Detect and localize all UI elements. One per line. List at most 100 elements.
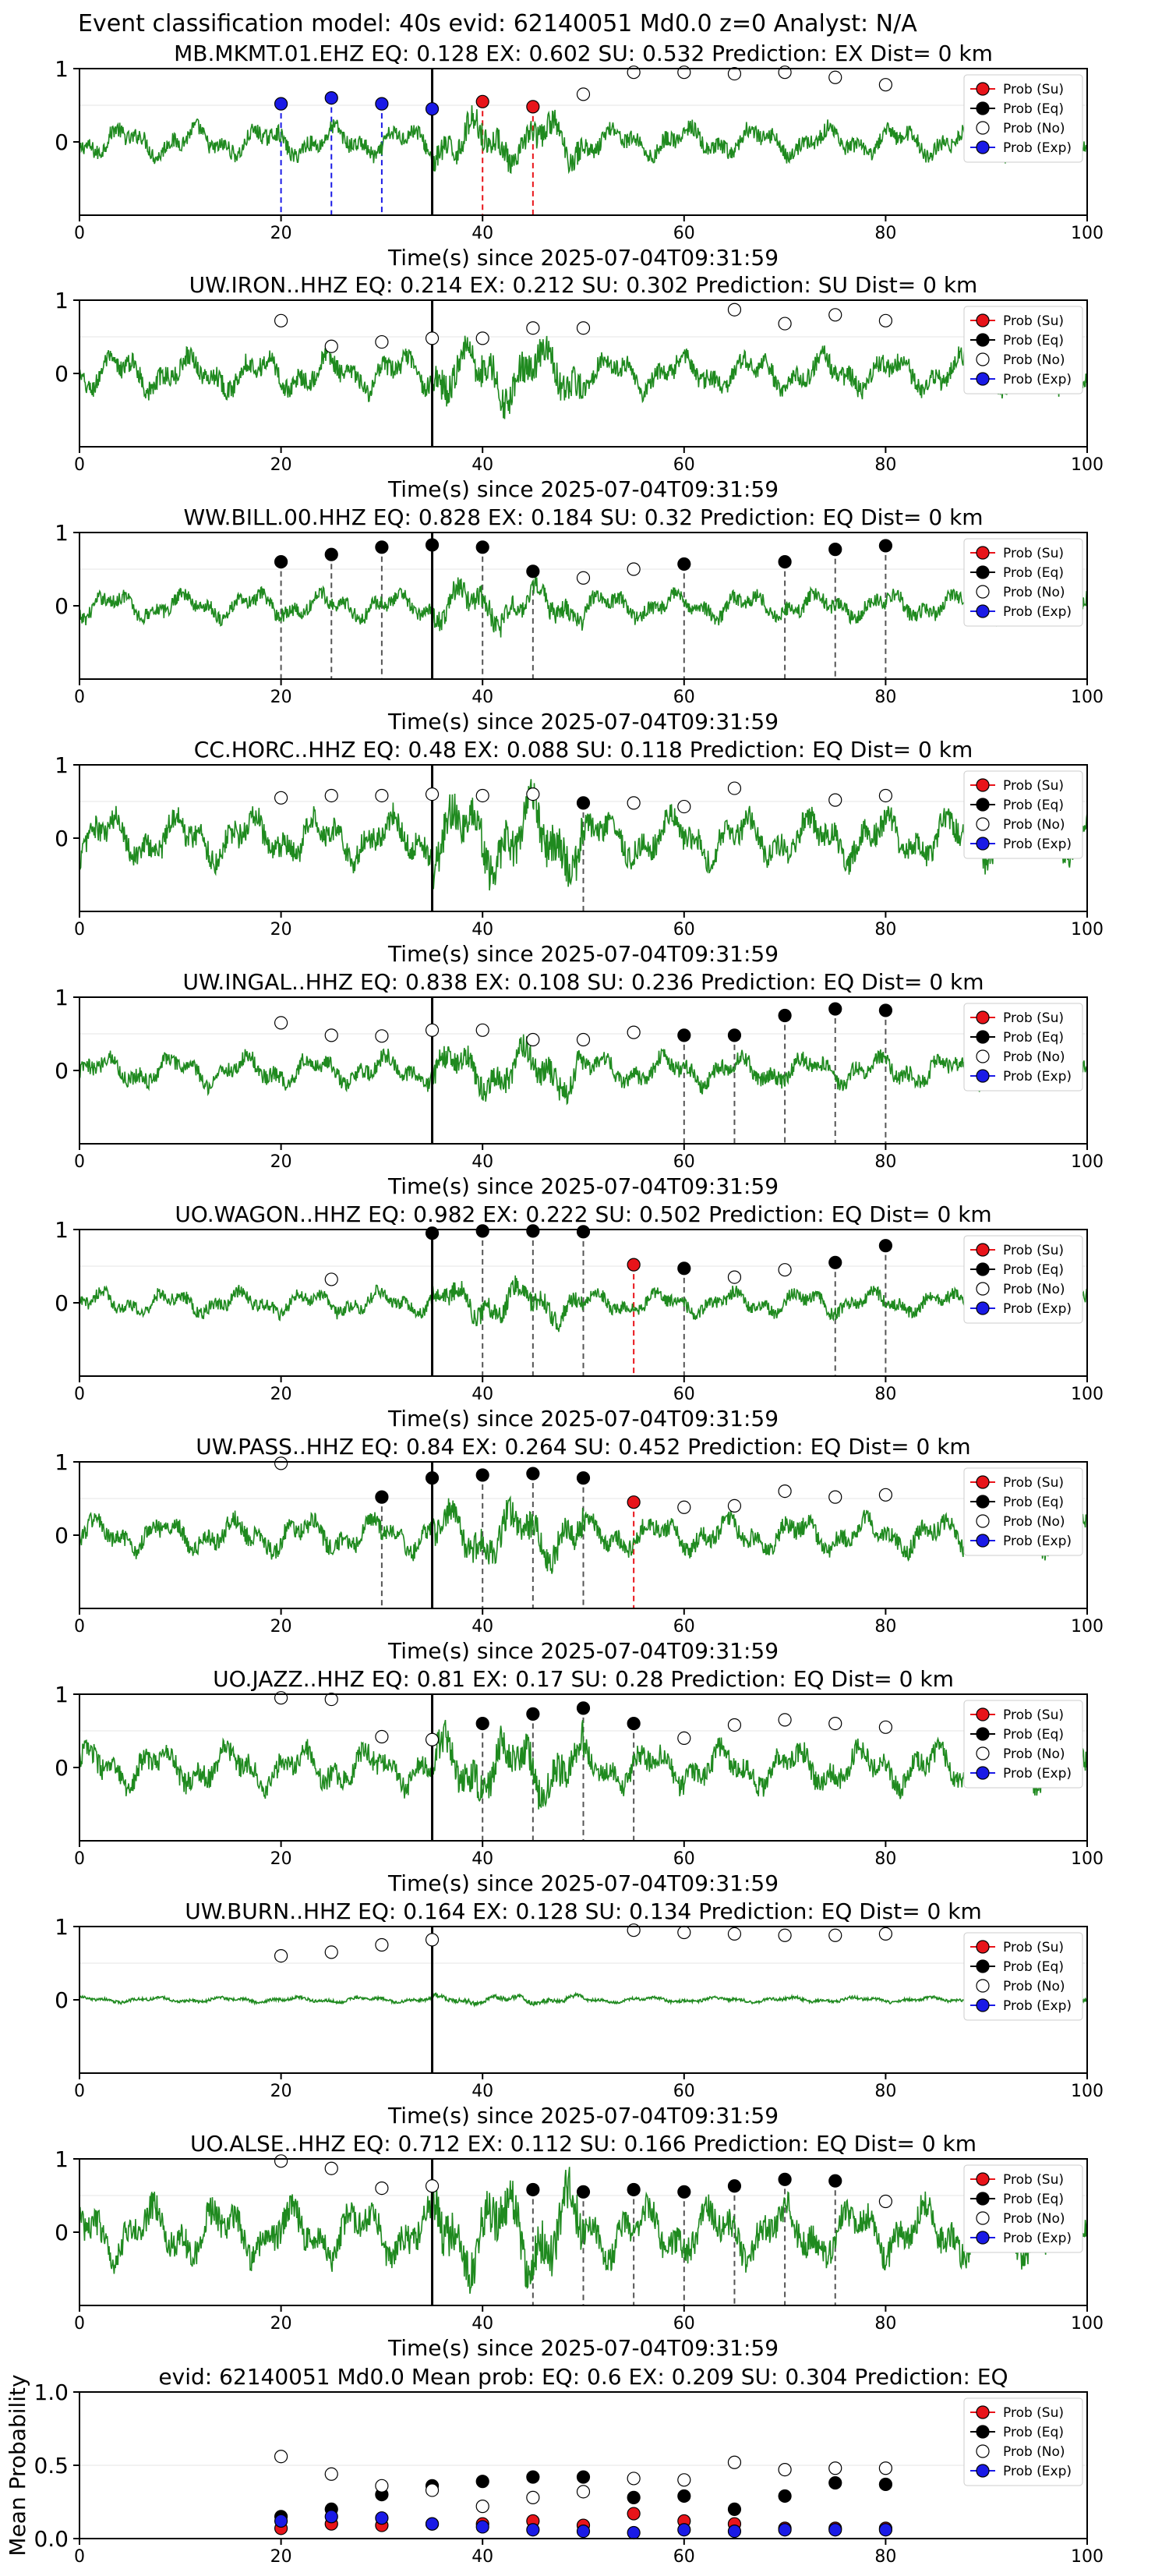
- prob-marker-no: [425, 1023, 440, 1037]
- x-axis-label: Time(s) since 2025-07-04T09:31:59: [387, 941, 779, 967]
- y-tick-label: 0: [55, 1755, 69, 1781]
- y-tick-label: 1: [55, 520, 69, 546]
- prob-marker-su: [526, 100, 540, 114]
- legend-box: [963, 770, 1083, 859]
- prob-marker-eq: [627, 2182, 641, 2197]
- waveform-trace: [79, 1991, 1088, 2008]
- prob-marker-eq: [828, 1002, 842, 1016]
- prob-marker-eq: [475, 1224, 489, 1238]
- prob-marker-no: [727, 1270, 742, 1284]
- prob-marker-eq: [526, 1707, 540, 1721]
- prob-marker-eq: [677, 2185, 691, 2199]
- mean-marker-exp: [727, 2525, 742, 2539]
- mean-marker-exp: [475, 2520, 489, 2534]
- mean-marker-exp: [375, 2511, 389, 2525]
- legend-label: Prob (No): [1003, 121, 1065, 136]
- prob-marker-eq: [778, 554, 792, 569]
- x-tick-label: 80: [874, 1385, 896, 1404]
- legend-label: Prob (Exp): [1003, 140, 1072, 156]
- y-tick-label: 0: [55, 826, 69, 851]
- y-tick-label: 1: [55, 1682, 69, 1707]
- prob-marker-eq: [274, 554, 288, 569]
- legend-marker-su: [976, 1243, 990, 1257]
- prob-marker-no: [425, 1933, 440, 1947]
- legend-marker-su: [976, 82, 990, 96]
- legend-box: [963, 1700, 1083, 1789]
- mean-marker-eq: [727, 2502, 742, 2516]
- x-tick-label: 0: [74, 224, 85, 243]
- mean-marker-no: [375, 2479, 389, 2493]
- legend-marker-su: [976, 2172, 990, 2186]
- y-tick-label: 0.5: [34, 2453, 69, 2479]
- x-tick-label: 0: [74, 1385, 85, 1404]
- mean-marker-exp: [828, 2523, 842, 2537]
- legend-marker-no: [976, 2211, 990, 2225]
- prob-marker-no: [274, 791, 288, 805]
- panel-title: UW.IRON..HHZ EQ: 0.214 EX: 0.212 SU: 0.3…: [189, 272, 978, 298]
- legend-marker-eq: [976, 1030, 990, 1044]
- y-tick-label: 1: [55, 288, 69, 313]
- prob-marker-no: [677, 799, 691, 814]
- prob-marker-no: [526, 1032, 540, 1047]
- legend-label: Prob (Exp): [1003, 1766, 1072, 1782]
- legend-label: Prob (Exp): [1003, 1534, 1072, 1549]
- prob-marker-eq: [778, 2172, 792, 2186]
- prob-marker-no: [828, 70, 842, 84]
- prob-marker-no: [576, 87, 591, 101]
- x-axis-label: Time(s) since 2025-07-04T09:31:59: [387, 709, 779, 734]
- legend-marker-su: [976, 2405, 990, 2419]
- y-tick-label: 1.0: [34, 2380, 69, 2405]
- prob-marker-no: [878, 2194, 893, 2209]
- prob-marker-no: [324, 1945, 338, 1959]
- legend-marker-exp: [976, 1534, 990, 1548]
- legend-marker-exp: [976, 1301, 990, 1315]
- mean-marker-no: [425, 2483, 440, 2497]
- x-tick-label: 40: [471, 2314, 493, 2334]
- x-tick-label: 80: [874, 2314, 896, 2334]
- mean-marker-exp: [576, 2525, 591, 2539]
- legend-marker-no: [976, 2444, 990, 2458]
- mean-marker-exp: [627, 2525, 641, 2540]
- legend-marker-exp: [976, 1998, 990, 2012]
- panel-title: UO.JAZZ..HHZ EQ: 0.81 EX: 0.17 SU: 0.28 …: [213, 1666, 954, 1692]
- legend-label: Prob (Su): [1003, 313, 1064, 329]
- legend-marker-no: [976, 585, 990, 599]
- legend-label: Prob (Exp): [1003, 604, 1072, 620]
- prob-marker-no: [576, 321, 591, 335]
- y-tick-label: 1: [55, 752, 69, 778]
- legend-label: Prob (Exp): [1003, 372, 1072, 387]
- panel-7: UW.PASS..HHZ EQ: 0.84 EX: 0.264 SU: 0.45…: [55, 1434, 1104, 1664]
- legend-marker-no: [976, 1514, 990, 1528]
- mean-marker-eq: [475, 2475, 489, 2489]
- x-tick-label: 80: [874, 2547, 896, 2567]
- prob-marker-eq: [878, 1239, 893, 1253]
- waveform-trace: [79, 779, 1088, 891]
- legend-label: Prob (Su): [1003, 2405, 1064, 2421]
- legend-label: Prob (Exp): [1003, 837, 1072, 852]
- legend-marker-exp: [976, 1069, 990, 1083]
- legend-marker-exp: [976, 372, 990, 386]
- y-tick-label: 1: [55, 1449, 69, 1475]
- x-tick-label: 20: [270, 1617, 292, 1637]
- prob-marker-no: [878, 1488, 893, 1502]
- panel-5: UW.INGAL..HHZ EQ: 0.838 EX: 0.108 SU: 0.…: [55, 969, 1104, 1199]
- mean-marker-no: [778, 2463, 792, 2477]
- panel-10: UO.ALSE..HHZ EQ: 0.712 EX: 0.112 SU: 0.1…: [55, 2131, 1104, 2361]
- legend-label: Prob (No): [1003, 1514, 1065, 1530]
- x-axis-label: Time(s) since 2025-07-04T09:31:59: [387, 476, 779, 502]
- x-tick-label: 100: [1071, 455, 1104, 475]
- prob-marker-eq: [727, 1028, 742, 1042]
- prob-marker-eq: [324, 547, 338, 561]
- x-tick-label: 80: [874, 920, 896, 939]
- prob-marker-no: [324, 788, 338, 803]
- mean-marker-no: [324, 2467, 338, 2481]
- x-tick-label: 0: [74, 455, 85, 475]
- waveform-trace: [79, 335, 1088, 419]
- x-tick-label: 20: [270, 1849, 292, 1869]
- prob-marker-no: [324, 1692, 338, 1707]
- legend-marker-su: [976, 1707, 990, 1721]
- y-tick-label: 0: [55, 1523, 69, 1548]
- prob-marker-no: [778, 1928, 792, 1942]
- legend-marker-no: [976, 817, 990, 831]
